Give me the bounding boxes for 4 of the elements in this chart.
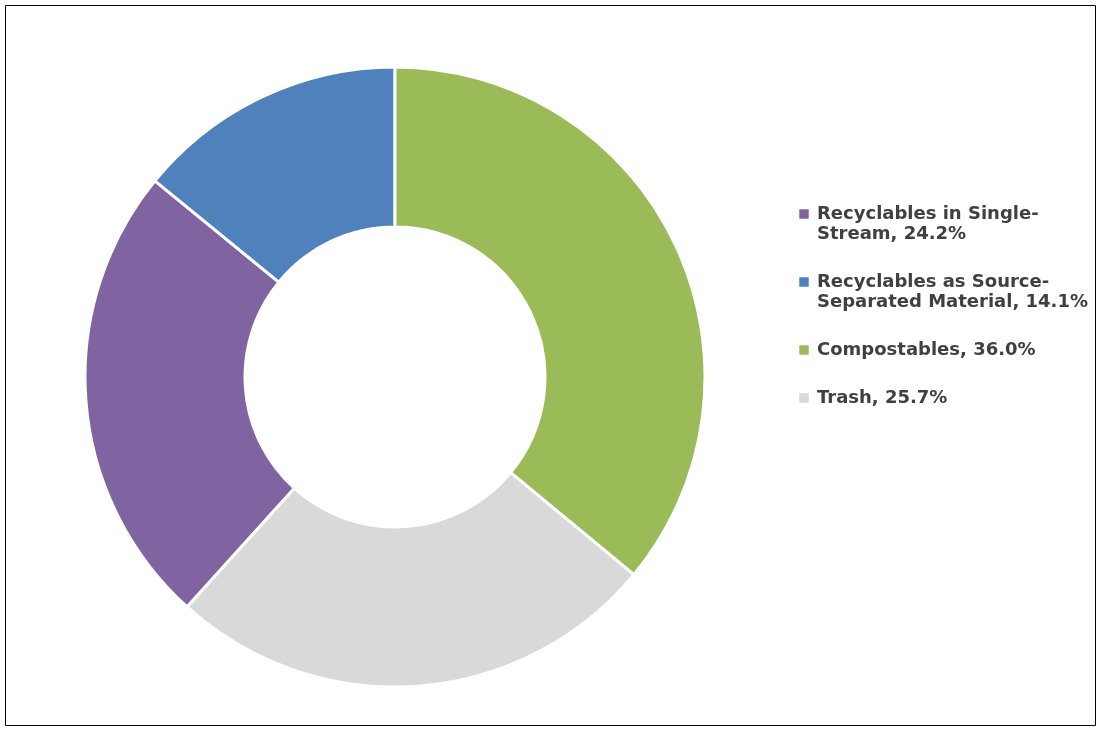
legend-label: Recyclables in Single-Stream, 24.2% xyxy=(817,202,1039,243)
legend-label: Recyclables as Source-Separated Material, 14.1% xyxy=(817,270,1088,311)
legend-label: Compostables, 36.0% xyxy=(817,338,1036,359)
legend-label: Trash, 25.7% xyxy=(817,386,948,407)
